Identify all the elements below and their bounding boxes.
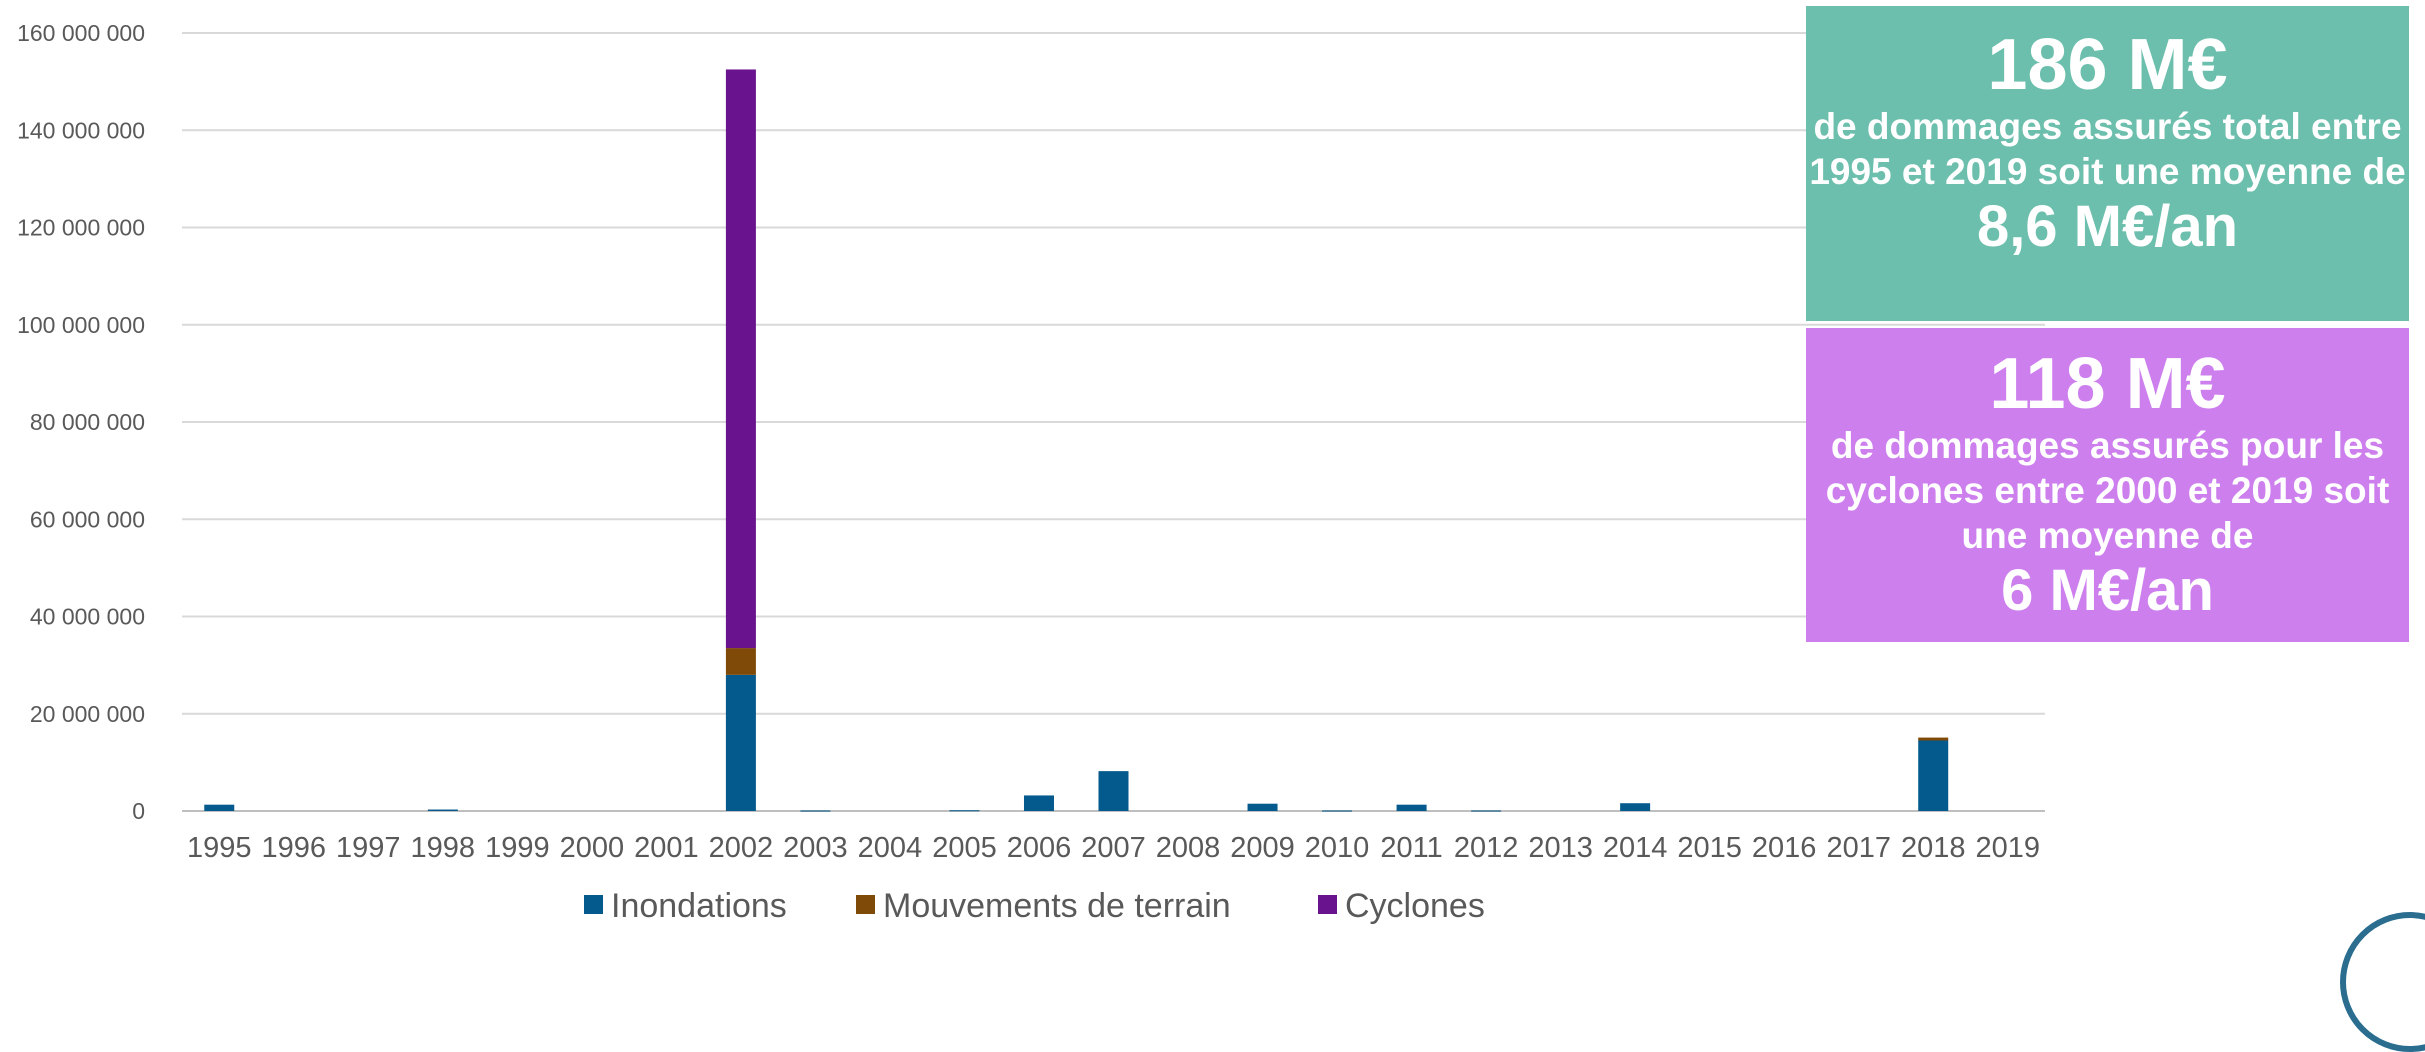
x-tick-label: 2015: [1677, 832, 1742, 864]
bar-segment: [949, 810, 980, 812]
y-tick-label: 20 000 000: [30, 701, 145, 727]
x-tick-label: 1995: [187, 832, 252, 864]
x-tick-label: 1996: [262, 832, 327, 864]
bar-segment: [725, 69, 756, 649]
bar-segment: [1918, 737, 1949, 741]
x-tick-label: 2014: [1603, 832, 1668, 864]
y-tick-label: 0: [132, 798, 145, 824]
x-tick-label: 2018: [1901, 832, 1966, 864]
legend-swatch: [856, 895, 875, 914]
bar-segment: [427, 809, 458, 811]
bar-segment: [1098, 771, 1129, 811]
total-damage-average: 8,6 M€/an: [1976, 194, 2239, 259]
cyclone-damage-amount: 118 M€: [1989, 344, 2226, 424]
total-damage-text: de dommages assurés total entre 1995 et …: [1809, 106, 2406, 192]
x-tick-label: 1997: [336, 832, 401, 864]
corner-logo-arc: [2340, 912, 2425, 1052]
x-tick-label: 2003: [783, 832, 848, 864]
y-tick-label: 40 000 000: [30, 604, 145, 630]
stacked-bar-chart: 0 20 000 000 40 000 000 60 000 000 80 000 00…: [17, 20, 2045, 925]
bar-segment: [1023, 795, 1054, 811]
y-tick-label: 60 000 000: [30, 506, 145, 532]
x-tick-label: 2011: [1380, 832, 1442, 864]
legend-swatch: [1318, 895, 1337, 914]
legend-label: Inondations: [611, 887, 787, 925]
bar-segment: [1918, 740, 1949, 811]
bar-segment: [725, 648, 756, 675]
cyclone-damage-callout: 118 M€ de dommages assurés pour les cycl…: [1806, 328, 2409, 642]
x-tick-label: 2009: [1230, 832, 1295, 864]
total-damage-amount: 186 M€: [1987, 25, 2228, 105]
x-tick-label: 2005: [932, 832, 997, 864]
x-tick-label: 2007: [1081, 832, 1146, 864]
cyclone-damage-text: de dommages assurés pour les cyclones en…: [1825, 425, 2390, 556]
cyclone-damage-average: 6 M€/an: [2001, 558, 2214, 623]
x-tick-label: 2004: [858, 832, 923, 864]
bar-segment: [1396, 804, 1427, 811]
legend-label: Mouvements de terrain: [883, 887, 1231, 925]
total-damage-callout: 186 M€ de dommages assurés total entre 1…: [1806, 6, 2409, 321]
x-tick-label: 2006: [1007, 832, 1072, 864]
bar-segment: [204, 804, 235, 811]
x-tick-label: 2001: [634, 832, 699, 864]
bar-segment: [1471, 810, 1502, 812]
x-tick-label: 2016: [1752, 832, 1817, 864]
legend-label: Cyclones: [1345, 887, 1485, 925]
x-tick-label: 2013: [1528, 832, 1593, 864]
x-tick-label: 2012: [1454, 832, 1519, 864]
legend-swatch: [584, 895, 603, 914]
y-tick-label: 80 000 000: [30, 409, 145, 435]
x-tick-label: 1998: [411, 832, 476, 864]
x-tick-label: 2010: [1305, 832, 1370, 864]
bar-segment: [1322, 810, 1353, 812]
bar-segment: [1247, 803, 1278, 811]
bar-segment: [725, 674, 756, 811]
x-tick-label: 2008: [1156, 832, 1221, 864]
y-tick-label: 160 000 000: [17, 20, 145, 46]
x-tick-label: 2017: [1826, 832, 1891, 864]
x-tick-label: 1999: [485, 832, 550, 864]
bar-segment: [1620, 803, 1651, 811]
bar-segment: [800, 810, 831, 812]
y-tick-label: 100 000 000: [17, 312, 145, 338]
y-tick-label: 120 000 000: [17, 215, 145, 241]
x-tick-label: 2000: [560, 832, 625, 864]
x-tick-label: 2019: [1975, 832, 2040, 864]
x-tick-label: 2002: [709, 832, 774, 864]
y-tick-label: 140 000 000: [17, 117, 145, 143]
